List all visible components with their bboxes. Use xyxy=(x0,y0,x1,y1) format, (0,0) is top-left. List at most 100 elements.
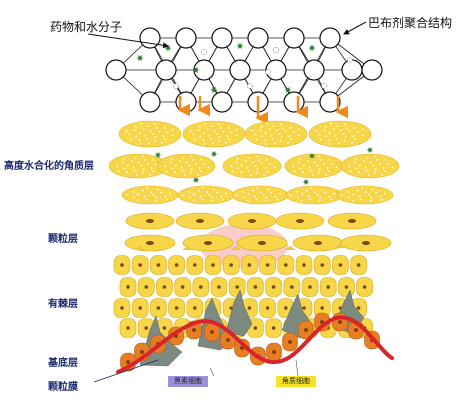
polymer-node xyxy=(265,59,287,81)
water-dot xyxy=(152,133,155,135)
water-dot xyxy=(352,193,355,196)
spinous-cell xyxy=(301,277,319,297)
water-dot xyxy=(297,196,299,199)
water-dot xyxy=(131,190,134,193)
granular-cell xyxy=(292,234,344,252)
water-dot xyxy=(201,198,204,201)
water-dot xyxy=(261,135,263,138)
water-dot xyxy=(351,199,354,202)
water-dot xyxy=(135,135,138,138)
water-dot xyxy=(263,194,265,196)
water-dot xyxy=(212,142,214,145)
nucleus xyxy=(284,306,288,310)
corneocyte-cell xyxy=(121,185,179,205)
corneocyte-body xyxy=(182,120,246,148)
drug-molecule-icon xyxy=(210,86,218,94)
water-dot xyxy=(243,196,245,199)
basement-membrane-label: 颗粒膜 xyxy=(48,382,78,393)
water-dot xyxy=(359,195,361,198)
water-dot xyxy=(250,174,252,176)
water-dot xyxy=(134,129,136,132)
water-dot xyxy=(122,161,124,164)
polymer-structure-label: 巴布剂聚合结构 xyxy=(368,16,453,30)
nucleus xyxy=(302,306,306,310)
water-dot xyxy=(204,122,207,125)
water-dot xyxy=(154,199,157,202)
water-dot xyxy=(240,164,243,167)
water-dot xyxy=(254,133,257,136)
water-dot xyxy=(231,170,234,173)
water-dot xyxy=(281,127,284,129)
water-dot xyxy=(361,134,364,137)
water-dot xyxy=(247,170,250,172)
water-dot xyxy=(289,194,292,197)
water-dot xyxy=(336,125,339,127)
water-dot xyxy=(194,138,196,141)
water-dot xyxy=(192,199,195,202)
granular-layer-label: 颗粒层 xyxy=(48,234,78,245)
spinous-cell xyxy=(210,277,228,297)
keratinocyte-pointer xyxy=(295,359,299,377)
water-dot xyxy=(155,196,158,199)
water-dot xyxy=(328,132,331,135)
water-dot xyxy=(368,174,370,176)
water-dot xyxy=(252,189,254,192)
water-dot xyxy=(290,138,293,141)
water-dot xyxy=(352,135,355,138)
water-dot xyxy=(123,167,125,170)
nucleus xyxy=(265,306,270,310)
spinous-cell xyxy=(265,318,282,338)
water-dot xyxy=(188,165,191,167)
water-dot xyxy=(235,134,238,137)
water-dot xyxy=(218,139,220,142)
water-dot xyxy=(256,168,259,170)
water-dot xyxy=(125,130,128,132)
water-dot xyxy=(320,138,322,141)
water-dot xyxy=(190,168,193,170)
water-dot xyxy=(202,187,205,189)
water-dot xyxy=(318,199,321,202)
water-dot xyxy=(218,123,221,126)
polymer-node xyxy=(139,27,161,49)
corneocyte-body xyxy=(118,120,182,148)
water-molecule-icon xyxy=(201,49,207,55)
water-dot xyxy=(287,141,289,144)
water-dot xyxy=(322,162,325,165)
spinous-cell xyxy=(186,255,204,275)
water-dot xyxy=(251,161,254,164)
corneocyte-body xyxy=(177,185,235,205)
water-dot xyxy=(284,130,287,133)
water-dot xyxy=(328,139,331,142)
granular-cell xyxy=(327,212,377,230)
nucleus xyxy=(126,285,130,289)
nucleus xyxy=(308,285,312,289)
polymer-node xyxy=(283,27,305,49)
water-dot xyxy=(354,126,356,129)
nucleus xyxy=(193,263,197,267)
water-dot xyxy=(370,196,373,199)
water-dot xyxy=(275,129,278,132)
spinous-cell xyxy=(119,277,137,297)
water-dot xyxy=(256,187,259,189)
water-dot xyxy=(342,133,345,135)
nucleus xyxy=(144,285,148,289)
nucleus xyxy=(296,219,304,223)
water-dot xyxy=(202,132,205,135)
spinous-cell xyxy=(332,255,349,275)
water-dot xyxy=(137,161,140,164)
nucleus xyxy=(314,241,322,245)
water-dot xyxy=(133,170,136,172)
drug-molecule-icon xyxy=(154,152,162,158)
water-dot xyxy=(134,157,137,159)
nucleus xyxy=(253,326,258,330)
water-dot xyxy=(317,194,319,196)
water-dot xyxy=(192,133,195,136)
water-dot xyxy=(228,126,230,129)
water-dot xyxy=(170,161,172,164)
corneocyte-cell xyxy=(285,185,343,205)
water-dot xyxy=(324,191,326,194)
water-dot xyxy=(381,198,384,201)
water-dot xyxy=(364,191,367,194)
water-dot xyxy=(354,158,357,160)
corneocyte-cell xyxy=(244,120,308,148)
